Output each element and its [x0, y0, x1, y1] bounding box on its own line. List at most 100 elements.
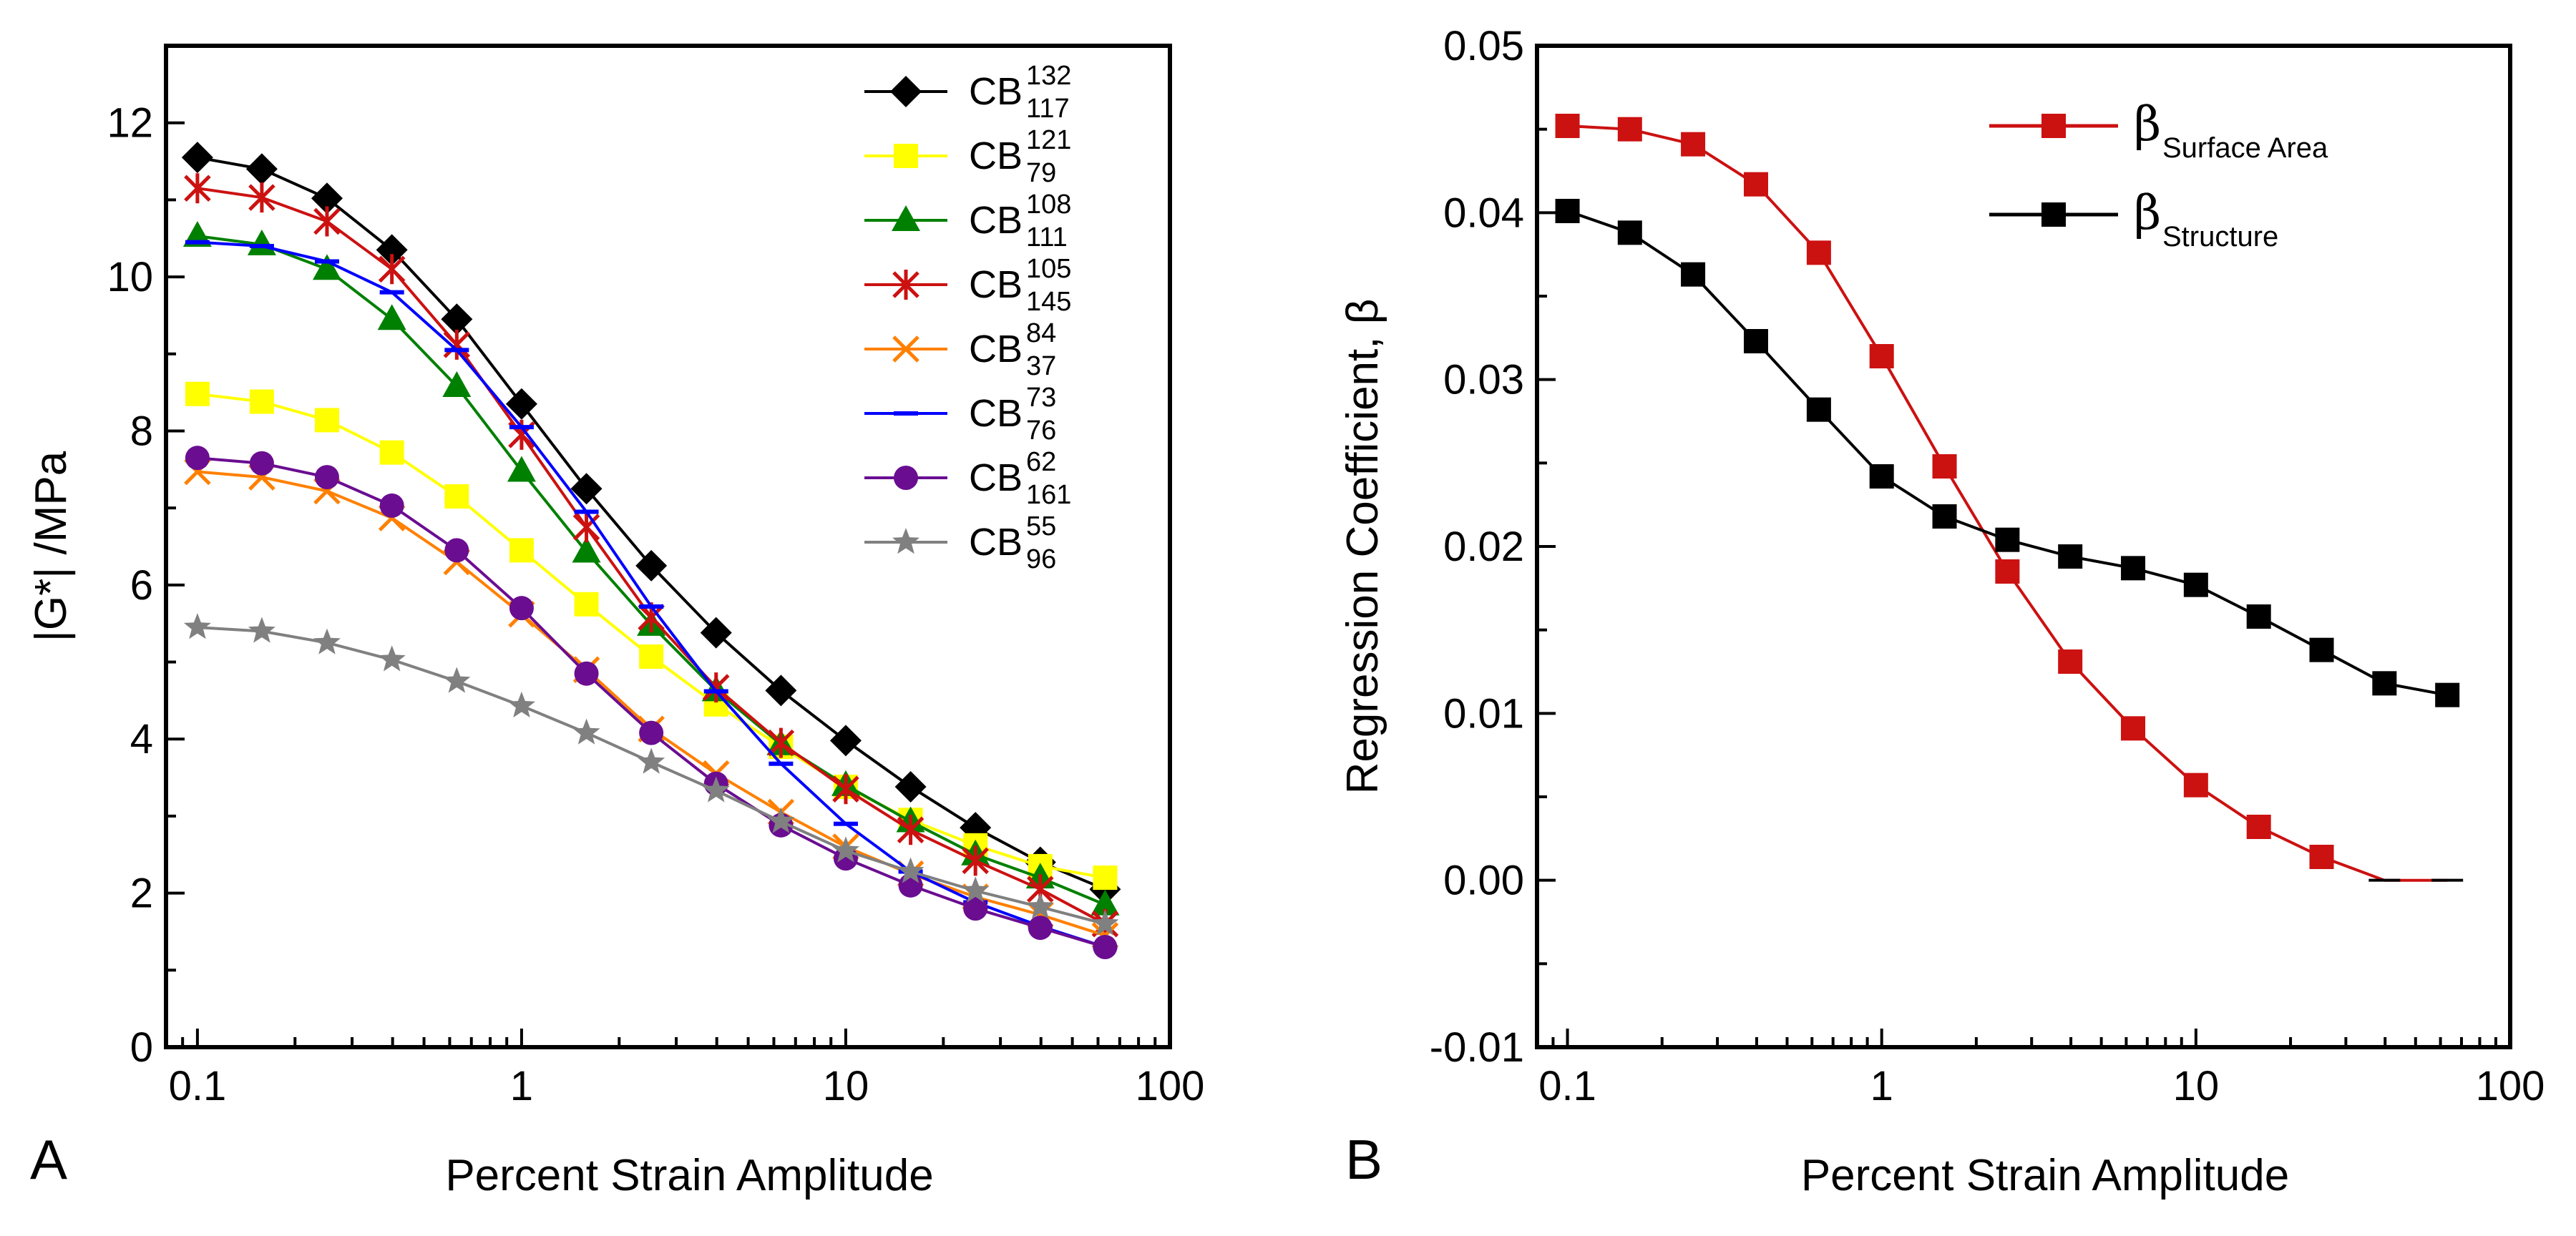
data-point [962, 876, 990, 903]
legend-label: CB [969, 70, 1023, 113]
x-axis-title: Percent Strain Amplitude [445, 1151, 933, 1200]
data-point [311, 182, 343, 215]
legend-label: CB [969, 328, 1023, 371]
data-point [2121, 556, 2146, 581]
data-point [767, 727, 795, 758]
plot-frame [164, 44, 1172, 1049]
data-point [185, 381, 210, 406]
panel-label: B [1345, 1128, 1382, 1191]
data-point [572, 718, 600, 745]
legend-marker [892, 270, 919, 300]
data-point [2058, 649, 2083, 674]
x-tick-label: 0.1 [169, 1063, 227, 1109]
data-point [572, 536, 601, 563]
data-point [1743, 329, 1768, 353]
legend-label-sub: 96 [1026, 544, 1056, 574]
legend-label: β [2134, 97, 2161, 152]
y-tick-label: 12 [107, 100, 153, 147]
data-point [2309, 845, 2334, 869]
data-point [1091, 889, 1120, 916]
y-tick-label: 0.02 [1443, 524, 1524, 570]
legend-marker [2041, 114, 2066, 138]
data-point [508, 419, 535, 450]
data-point [181, 142, 213, 174]
data-point [1093, 935, 1118, 959]
y-tick-label: -0.01 [1430, 1024, 1524, 1071]
legend-item: β Structure [1989, 185, 2278, 252]
panel-label: A [30, 1128, 67, 1191]
y-axis-title: |G*| /MPa [26, 451, 76, 642]
legend-marker [892, 528, 919, 554]
x-tick-label: 10 [2173, 1063, 2220, 1109]
data-point [1995, 559, 2020, 584]
y-tick-label: 0 [130, 1024, 153, 1071]
x-axis-title: Percent Strain Amplitude [1801, 1151, 2289, 1200]
series-0 [1555, 114, 2464, 882]
plot-frame [1535, 44, 2512, 1049]
data-point [1932, 454, 1957, 479]
data-point [441, 303, 473, 335]
data-point [2309, 637, 2334, 662]
data-point [507, 456, 536, 482]
legend-label-sub: 161 [1026, 480, 1071, 510]
data-point [702, 776, 730, 803]
data-point [249, 451, 274, 476]
legend-label-sub: Structure [2162, 221, 2278, 252]
data-point [313, 206, 341, 237]
legend-label: CB [969, 521, 1023, 564]
data-point [313, 628, 341, 654]
data-point [962, 845, 989, 876]
data-point [639, 644, 664, 669]
series-7 [183, 613, 1119, 936]
data-point [378, 645, 406, 672]
data-point [2246, 815, 2271, 839]
data-point [1743, 172, 1768, 197]
legend-label-sub: 145 [1026, 287, 1071, 317]
x-tick-label: 10 [823, 1063, 869, 1109]
legend-label-sub: 117 [1026, 94, 1070, 124]
data-point [2372, 671, 2397, 696]
data-point [245, 153, 278, 185]
legend-label-sup: 105 [1026, 254, 1071, 284]
data-point [314, 465, 339, 490]
series-1 [1555, 199, 2460, 707]
legend-marker [2041, 202, 2066, 227]
data-point [1681, 132, 1706, 157]
data-point [377, 304, 406, 330]
legend-label-sub: 111 [1026, 222, 1068, 252]
data-point [1806, 240, 1831, 265]
data-point [1028, 916, 1053, 941]
legend-label-sub: Surface Area [2162, 132, 2328, 164]
data-point [1869, 464, 1894, 489]
data-point [700, 617, 732, 649]
data-point [443, 329, 471, 360]
x-tick-label: 100 [1136, 1063, 1205, 1109]
legend-label: CB [969, 456, 1023, 499]
series-line [197, 626, 1106, 926]
data-point [249, 389, 274, 414]
y-tick-label: 8 [130, 408, 153, 454]
data-point [312, 254, 341, 280]
series-3 [184, 173, 1119, 939]
data-point [443, 667, 471, 693]
y-tick-label: 0.04 [1443, 190, 1524, 236]
data-point [894, 771, 927, 803]
data-point [444, 484, 469, 509]
series-6 [185, 446, 1118, 959]
legend-label: CB [969, 392, 1023, 435]
data-point [444, 538, 469, 563]
data-point [2058, 544, 2083, 569]
panel-a-chart: 0.1 1 10 100 0 2 4 6 8 10 12 Percent Strain Amplitu… [26, 44, 1205, 1200]
data-point [2121, 716, 2146, 741]
data-point [829, 725, 862, 757]
data-point [2435, 682, 2460, 707]
data-point [574, 661, 599, 686]
legend-item: β Surface Area [1989, 97, 2328, 164]
data-point [1026, 893, 1054, 919]
data-point [379, 440, 404, 465]
